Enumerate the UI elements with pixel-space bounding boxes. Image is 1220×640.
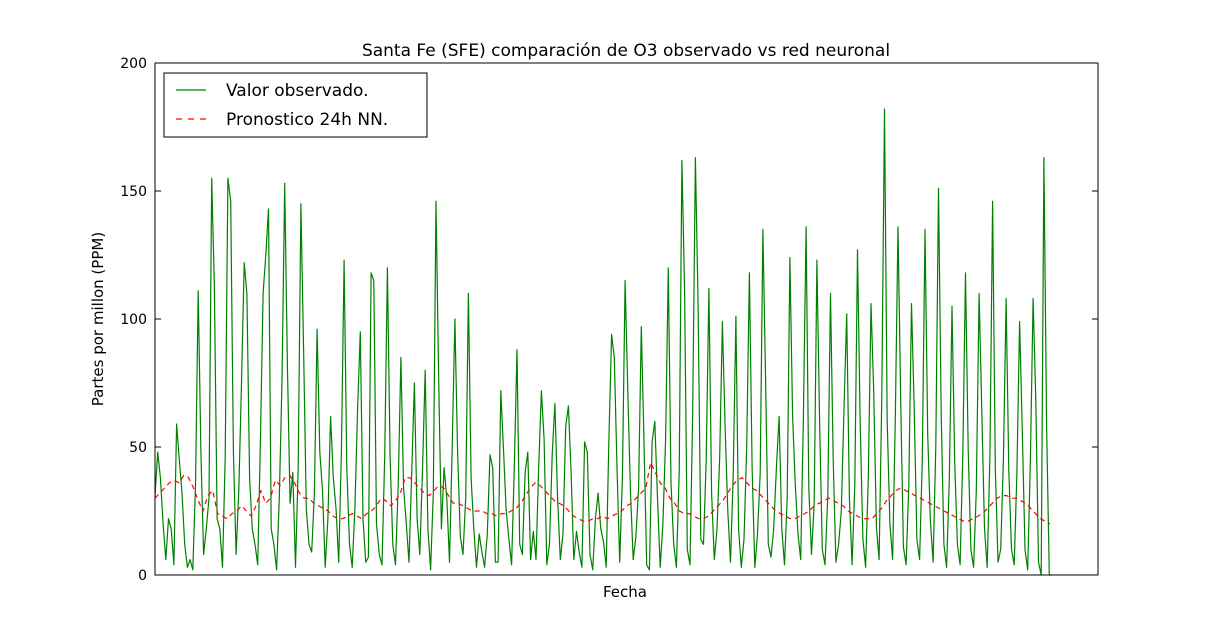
y-axis-ticks: 0 50 100 150 200 — [120, 56, 1098, 584]
y-axis-label: Partes por millon (PPM) — [89, 232, 107, 406]
legend: Valor observado. Pronostico 24h NN. — [163, 72, 428, 138]
y-tick-label: 150 — [120, 184, 147, 200]
legend-label-observed: Valor observado. — [226, 81, 369, 101]
series-layer — [154, 108, 1052, 576]
y-tick-label: 50 — [129, 440, 147, 456]
series-line-observed — [154, 108, 1052, 576]
y-tick-label: 100 — [120, 312, 147, 328]
legend-box — [163, 72, 428, 138]
legend-label-forecast: Pronostico 24h NN. — [226, 110, 388, 130]
y-tick-label: 200 — [120, 56, 147, 72]
x-axis-label: Fecha — [603, 583, 647, 601]
chart-title: Santa Fe (SFE) comparación de O3 observa… — [362, 41, 890, 61]
y-tick-label: 0 — [138, 568, 147, 584]
series-line-forecast — [154, 461, 1051, 525]
